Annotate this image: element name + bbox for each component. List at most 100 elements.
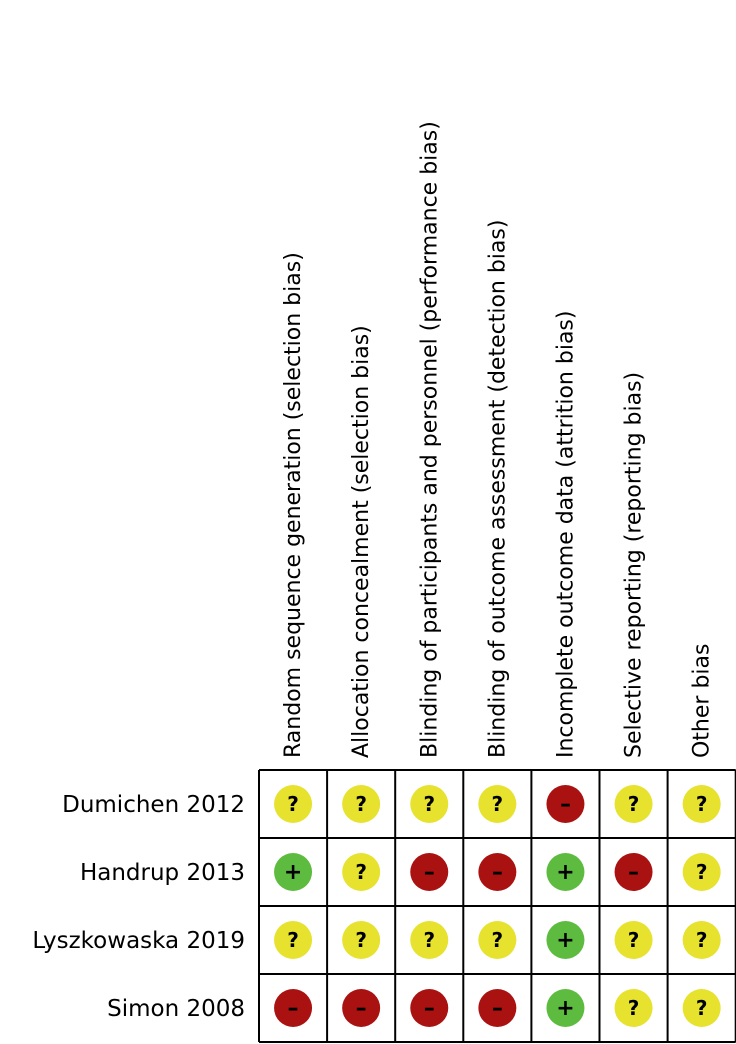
judgement-unclear: ?: [274, 785, 313, 823]
judgement-unclear: ?: [682, 785, 721, 823]
unclear-risk-symbol: ?: [355, 928, 367, 952]
judgement-unclear: ?: [342, 853, 381, 891]
high-risk-symbol: –: [492, 860, 503, 885]
high-risk-symbol: –: [424, 860, 435, 885]
judgement-unclear: ?: [682, 989, 721, 1027]
unclear-risk-circle: [478, 921, 517, 959]
row-labels: Dumichen 2012 Handrup 2013 Lyszkowaska 201…: [32, 792, 245, 1022]
column-header: Allocation concealment (selection bias): [349, 325, 374, 758]
unclear-risk-circle: [682, 853, 721, 891]
unclear-risk-circle: [614, 785, 653, 823]
unclear-risk-circle: [478, 785, 517, 823]
low-risk-symbol: +: [284, 860, 302, 885]
unclear-risk-symbol: ?: [696, 928, 708, 952]
judgement-low: +: [546, 921, 585, 959]
judgement-unclear: ?: [274, 921, 313, 959]
unclear-risk-circle: [342, 853, 381, 891]
unclear-risk-circle: [342, 785, 381, 823]
unclear-risk-circle: [410, 785, 449, 823]
column-header: Selective reporting (reporting bias): [622, 372, 647, 758]
column-header: Blinding of participants and personnel (…: [417, 121, 442, 758]
unclear-risk-circle: [682, 989, 721, 1027]
judgement-unclear: ?: [614, 989, 653, 1027]
judgement-low: +: [274, 853, 313, 891]
judgement-cells: ???? –? ? +? – – + –????? +? ? – – – – +??: [274, 785, 721, 1027]
unclear-risk-symbol: ?: [696, 792, 708, 816]
high-risk-circle: [410, 853, 449, 891]
high-risk-circle: [410, 989, 449, 1027]
unclear-risk-symbol: ?: [492, 928, 504, 952]
low-risk-symbol: +: [556, 928, 574, 953]
judgement-unclear: ?: [682, 921, 721, 959]
row-label: Dumichen 2012: [62, 792, 245, 818]
column-header: Other bias: [690, 644, 715, 758]
low-risk-circle: [546, 921, 585, 959]
unclear-risk-symbol: ?: [423, 928, 435, 952]
row-label: Handrup 2013: [80, 860, 245, 886]
judgement-high: –: [410, 853, 449, 891]
unclear-risk-circle: [274, 921, 313, 959]
judgement-unclear: ?: [342, 921, 381, 959]
unclear-risk-symbol: ?: [287, 928, 299, 952]
judgement-high: –: [342, 989, 381, 1027]
low-risk-circle: [546, 989, 585, 1027]
column-header: Blinding of outcome assessment (detectio…: [485, 220, 510, 758]
high-risk-symbol: –: [356, 996, 367, 1021]
high-risk-circle: [478, 989, 517, 1027]
unclear-risk-symbol: ?: [628, 996, 640, 1020]
judgement-unclear: ?: [614, 921, 653, 959]
judgement-high: –: [410, 989, 449, 1027]
judgement-low: +: [546, 853, 585, 891]
unclear-risk-symbol: ?: [696, 860, 708, 884]
judgement-unclear: ?: [478, 785, 517, 823]
high-risk-symbol: –: [424, 996, 435, 1021]
judgement-unclear: ?: [342, 785, 381, 823]
unclear-risk-symbol: ?: [355, 792, 367, 816]
judgement-high: –: [478, 853, 517, 891]
low-risk-circle: [274, 853, 313, 891]
high-risk-symbol: –: [560, 792, 571, 817]
judgement-high: –: [478, 989, 517, 1027]
judgement-unclear: ?: [478, 921, 517, 959]
high-risk-circle: [546, 785, 585, 823]
unclear-risk-symbol: ?: [423, 792, 435, 816]
judgement-high: –: [274, 989, 313, 1027]
unclear-risk-symbol: ?: [628, 928, 640, 952]
column-header: Random sequence generation (selection bi…: [281, 252, 306, 758]
high-risk-symbol: –: [628, 860, 639, 885]
judgement-grid: [258, 769, 736, 1043]
high-risk-symbol: –: [288, 996, 299, 1021]
judgement-high: –: [546, 785, 585, 823]
unclear-risk-circle: [682, 785, 721, 823]
judgement-high: –: [614, 853, 653, 891]
unclear-risk-symbol: ?: [628, 792, 640, 816]
high-risk-circle: [614, 853, 653, 891]
column-header: Incomplete outcome data (attrition bias): [553, 311, 578, 759]
judgement-unclear: ?: [410, 921, 449, 959]
unclear-risk-circle: [682, 921, 721, 959]
unclear-risk-circle: [614, 921, 653, 959]
unclear-risk-symbol: ?: [287, 792, 299, 816]
unclear-risk-circle: [342, 921, 381, 959]
judgement-unclear: ?: [410, 785, 449, 823]
unclear-risk-symbol: ?: [492, 792, 504, 816]
high-risk-circle: [478, 853, 517, 891]
row-label: Lyszkowaska 2019: [32, 928, 245, 954]
low-risk-circle: [546, 853, 585, 891]
column-headers: Random sequence generation (selection bi…: [281, 121, 715, 758]
judgement-low: +: [546, 989, 585, 1027]
high-risk-circle: [274, 989, 313, 1027]
judgement-unclear: ?: [682, 853, 721, 891]
unclear-risk-symbol: ?: [696, 996, 708, 1020]
unclear-risk-circle: [410, 921, 449, 959]
row-label: Simon 2008: [107, 996, 245, 1022]
unclear-risk-circle: [614, 989, 653, 1027]
low-risk-symbol: +: [556, 860, 574, 885]
unclear-risk-circle: [274, 785, 313, 823]
low-risk-symbol: +: [556, 996, 574, 1021]
high-risk-symbol: –: [492, 996, 503, 1021]
high-risk-circle: [342, 989, 381, 1027]
unclear-risk-symbol: ?: [355, 860, 367, 884]
judgement-unclear: ?: [614, 785, 653, 823]
